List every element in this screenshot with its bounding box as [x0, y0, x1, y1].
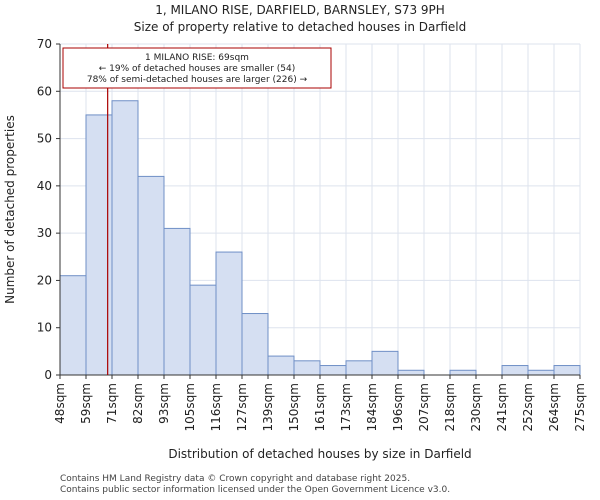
annotation-box	[62, 47, 332, 89]
y-tick-label: 70	[37, 37, 52, 51]
x-tick-label-82sqm: 82sqm	[131, 383, 145, 424]
x-tick-label-241sqm: 241sqm	[495, 383, 509, 431]
x-tick-label-207sqm: 207sqm	[417, 383, 431, 431]
bar-196sqm	[397, 369, 425, 376]
bar-150sqm	[293, 360, 321, 376]
x-tick-label-93sqm: 93sqm	[157, 383, 171, 424]
bar-252sqm	[527, 369, 555, 376]
y-tick-label: 0	[44, 368, 52, 382]
bar-139sqm	[267, 355, 295, 376]
x-tick-label-59sqm: 59sqm	[79, 383, 93, 424]
x-tick-label-150sqm: 150sqm	[287, 383, 301, 431]
bar-48sqm	[59, 275, 87, 376]
chart-title-line2: Size of property relative to detached ho…	[133, 20, 467, 34]
x-tick-label-264sqm: 264sqm	[547, 383, 561, 431]
annotation-larger: 78% of semi-detached houses are larger (…	[87, 75, 308, 85]
bar-173sqm	[345, 360, 373, 376]
bar-105sqm	[189, 284, 217, 376]
x-tick-label-71sqm: 71sqm	[105, 383, 119, 424]
x-tick-label-252sqm: 252sqm	[521, 383, 535, 431]
bar-241sqm	[501, 365, 529, 376]
y-tick-label: 20	[37, 273, 52, 287]
x-tick-label-275sqm: 275sqm	[573, 383, 587, 431]
y-tick-label: 50	[37, 132, 52, 146]
bar-264sqm	[553, 365, 581, 376]
x-tick-label-196sqm: 196sqm	[391, 383, 405, 431]
x-tick-label-116sqm: 116sqm	[209, 383, 223, 431]
bar-127sqm	[241, 313, 269, 376]
bar-116sqm	[215, 251, 243, 376]
y-tick-label: 10	[37, 321, 52, 335]
bar-82sqm	[137, 175, 165, 376]
x-axis-title: Distribution of detached houses by size …	[168, 447, 471, 461]
y-tick-label: 30	[37, 226, 52, 240]
x-tick-label-161sqm: 161sqm	[313, 383, 327, 431]
chart-title-line1: 1, MILANO RISE, DARFIELD, BARNSLEY, S73 …	[155, 3, 445, 17]
annotation-smaller: ← 19% of detached houses are smaller (54…	[99, 64, 296, 74]
x-tick-label-48sqm: 48sqm	[53, 383, 67, 424]
x-tick-label-105sqm: 105sqm	[183, 383, 197, 431]
x-tick-label-173sqm: 173sqm	[339, 383, 353, 431]
histogram-chart: 0 10 20 30 40 50 60 70 48sqm 59sqm 71sqm 82sqm 93sqm…	[3, 37, 587, 461]
bar-71sqm	[111, 100, 139, 376]
bar-184sqm	[371, 350, 399, 376]
bar-218sqm	[449, 369, 477, 376]
footer-line2: Contains public sector information licen…	[60, 485, 451, 495]
x-tick-label-139sqm: 139sqm	[261, 383, 275, 431]
bar-161sqm	[319, 365, 347, 376]
annotation-title: 1 MILANO RISE: 69sqm	[145, 53, 249, 63]
footer-line1: Contains HM Land Registry data © Crown c…	[60, 474, 411, 484]
bar-93sqm	[163, 227, 191, 376]
x-tick-label-127sqm: 127sqm	[235, 383, 249, 431]
x-tick-label-218sqm: 218sqm	[443, 383, 457, 431]
y-tick-label: 60	[37, 84, 52, 98]
x-tick-label-184sqm: 184sqm	[365, 383, 379, 431]
y-tick-label: 40	[37, 179, 52, 193]
x-tick-label-230sqm: 230sqm	[469, 383, 483, 431]
y-axis-title: Number of detached properties	[3, 115, 17, 304]
